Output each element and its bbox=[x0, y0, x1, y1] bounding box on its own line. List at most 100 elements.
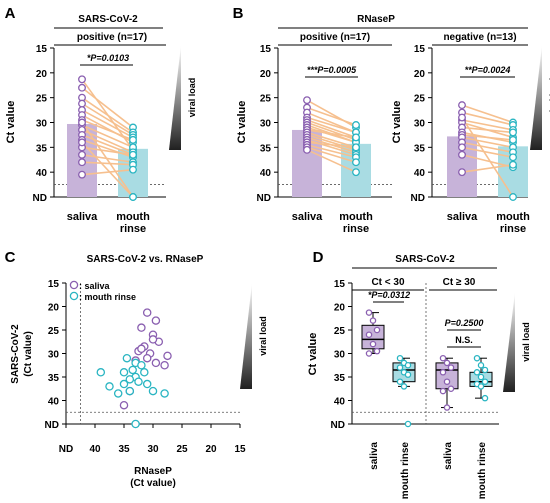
panel-c-point-saliva bbox=[160, 360, 169, 370]
panel-b-left-pair-line bbox=[306, 126, 357, 144]
panel-d-point bbox=[400, 383, 408, 390]
viral-load-gradient bbox=[169, 45, 181, 150]
panel-b-left-y-axis-tick-label: ND bbox=[257, 193, 271, 204]
panel-a-point-rinse bbox=[129, 135, 137, 144]
panel-d-ylabel: Ct value bbox=[307, 333, 319, 376]
panel-d-category-label: mouth rinse bbox=[477, 442, 488, 500]
panel-b-left-point-saliva bbox=[303, 96, 311, 105]
panel-d-stat: P=0.2500 bbox=[445, 318, 484, 328]
panel-d-point bbox=[404, 420, 412, 428]
panel-c-x-tick-label: 30 bbox=[147, 444, 159, 455]
panel-b-left-pair-line bbox=[306, 119, 357, 139]
panel-b-left-pair-line bbox=[306, 149, 357, 173]
panel-c-point-saliva bbox=[142, 353, 152, 363]
panel-b-left-point-rinse bbox=[352, 158, 360, 167]
panel-c-point-saliva bbox=[151, 358, 161, 368]
panel-b-left-pair-line bbox=[306, 134, 357, 151]
panel-b-right-pair-line bbox=[461, 134, 514, 141]
panel-c-y-axis-tick-label: 35 bbox=[48, 373, 60, 384]
panel-d-stat: *P=0.0312 bbox=[368, 290, 410, 300]
panel-d-y-axis-tick-label: 30 bbox=[334, 350, 346, 361]
panel-d-point bbox=[396, 364, 404, 371]
panel-d-point bbox=[373, 326, 381, 334]
panel-b-right-y-axis-tick-label: 35 bbox=[414, 143, 426, 154]
panel-c-y-axis-tick-label: 25 bbox=[48, 326, 60, 337]
panel-a-pair-line bbox=[81, 134, 134, 156]
panel-b-left-pair-line bbox=[306, 106, 357, 126]
panel-b-right-y-axis-tick-label: 40 bbox=[414, 168, 426, 179]
panel-b-left-point-rinse bbox=[352, 143, 360, 152]
panel-a-pair-line bbox=[81, 146, 134, 156]
panel-d-point bbox=[439, 354, 447, 362]
panel-c-y-axis-tick-label: 15 bbox=[48, 279, 60, 290]
panel-a-y-axis-tick-label: 20 bbox=[36, 69, 48, 80]
panel-c-xlabel: RNaseP bbox=[134, 466, 172, 477]
panel-b-left-y-axis-tick-label: 20 bbox=[260, 69, 272, 80]
panel-c-point-rinse bbox=[105, 382, 114, 391]
panel-a-y-axis-tick-label: 30 bbox=[36, 119, 48, 130]
panel-a-y-axis-tick-label: 25 bbox=[36, 94, 48, 105]
viral-load-gradient bbox=[240, 283, 252, 389]
panel-a-pair-line bbox=[81, 124, 134, 149]
panel-a-title: SARS-CoV-2 bbox=[78, 14, 138, 25]
panel-a-y-axis-tick-label: 40 bbox=[36, 168, 48, 179]
panel-a-pair-line bbox=[81, 168, 134, 176]
panel-c-x-tick-label: 25 bbox=[176, 444, 188, 455]
panel-c-ylabel: (Ct value) bbox=[23, 331, 34, 377]
panel-d-point bbox=[443, 404, 451, 411]
panel-b-left-pair-line bbox=[306, 121, 357, 141]
panel-b-left-subtitle: positive (n=17) bbox=[300, 32, 370, 43]
panel-c-point-saliva bbox=[119, 400, 129, 410]
panel-b-left-point-rinse bbox=[352, 121, 360, 129]
panel-c-x-tick-label: ND bbox=[59, 444, 73, 455]
panel-b-left-stat: ***P=0.0005 bbox=[307, 65, 357, 75]
panel-a-ylabel: Ct value bbox=[5, 101, 17, 144]
panel-b-right-y-axis-tick-label: 15 bbox=[414, 44, 426, 55]
panel-a-point-saliva bbox=[78, 118, 86, 127]
panel-d-group-label: Ct < 30 bbox=[371, 277, 405, 288]
panel-c-point-rinse bbox=[125, 375, 135, 384]
panel-d-y-axis-tick-label: ND bbox=[331, 420, 345, 431]
panel-a-pair-line bbox=[81, 102, 134, 136]
panel-c-y-axis-tick-label: ND bbox=[45, 420, 59, 431]
panel-c-point-rinse bbox=[140, 368, 149, 377]
panel-c-title: SARS-CoV-2 vs. RNaseP bbox=[87, 254, 204, 265]
panel-a-point-saliva bbox=[78, 99, 86, 108]
viral-load-gradient bbox=[530, 45, 542, 150]
panel-b-left-y-axis-tick-label: 30 bbox=[260, 119, 272, 130]
panel-d-point bbox=[477, 373, 485, 381]
panel-b-left-category-label: rinse bbox=[343, 223, 369, 235]
panel-c-point-rinse bbox=[125, 386, 135, 396]
panel-c-legend-marker bbox=[69, 280, 79, 290]
panel-c-point-rinse bbox=[122, 353, 132, 363]
panel-d-point bbox=[439, 369, 447, 376]
panel-b-right-category-label: saliva bbox=[447, 211, 478, 223]
panel-b-left-pair-line bbox=[306, 144, 357, 159]
panel-b-right-pair-line bbox=[461, 146, 514, 159]
panel-a-pair-line bbox=[81, 119, 134, 141]
panel-b-right-ylabel: Ct value bbox=[391, 101, 403, 144]
panel-b-right-y-axis-tick-label: ND bbox=[411, 193, 425, 204]
panel-a-pair-line bbox=[81, 161, 134, 166]
panel-c-y-axis-tick-label: 20 bbox=[48, 303, 60, 314]
panel-a-category-label: saliva bbox=[67, 211, 98, 223]
panel-d-point bbox=[404, 361, 412, 369]
panel-letter-c: C bbox=[5, 249, 16, 266]
panel-b-right-category-label: mouth bbox=[496, 211, 530, 223]
panel-d-point bbox=[369, 340, 377, 348]
panel-d-point bbox=[481, 394, 489, 402]
panel-d-stat-ns: N.S. bbox=[455, 335, 473, 345]
panel-c-point-saliva bbox=[142, 308, 152, 317]
panel-letter-b: B bbox=[233, 5, 244, 22]
panel-b-left-pair-line bbox=[306, 146, 357, 163]
panel-a-y-axis-tick-label: 15 bbox=[36, 44, 48, 55]
panel-b-left-y-axis-tick-label: 15 bbox=[260, 44, 272, 55]
panel-a-category-label: rinse bbox=[120, 223, 146, 235]
panel-d-y-axis-tick-label: 15 bbox=[334, 279, 346, 290]
panel-b-right-y-axis-tick-label: 30 bbox=[414, 119, 426, 130]
viral-load-label: viral load bbox=[187, 78, 197, 118]
panel-a-pair-line bbox=[81, 97, 134, 134]
panel-b-left-y-axis-tick-label: 40 bbox=[260, 168, 272, 179]
panel-b-left-pair-line bbox=[306, 139, 357, 156]
panel-d-y-axis-tick-label: 35 bbox=[334, 373, 346, 384]
